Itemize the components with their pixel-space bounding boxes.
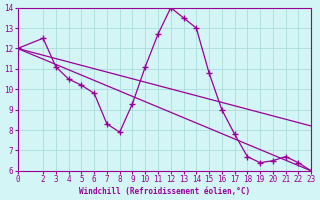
X-axis label: Windchill (Refroidissement éolien,°C): Windchill (Refroidissement éolien,°C) bbox=[79, 187, 250, 196]
